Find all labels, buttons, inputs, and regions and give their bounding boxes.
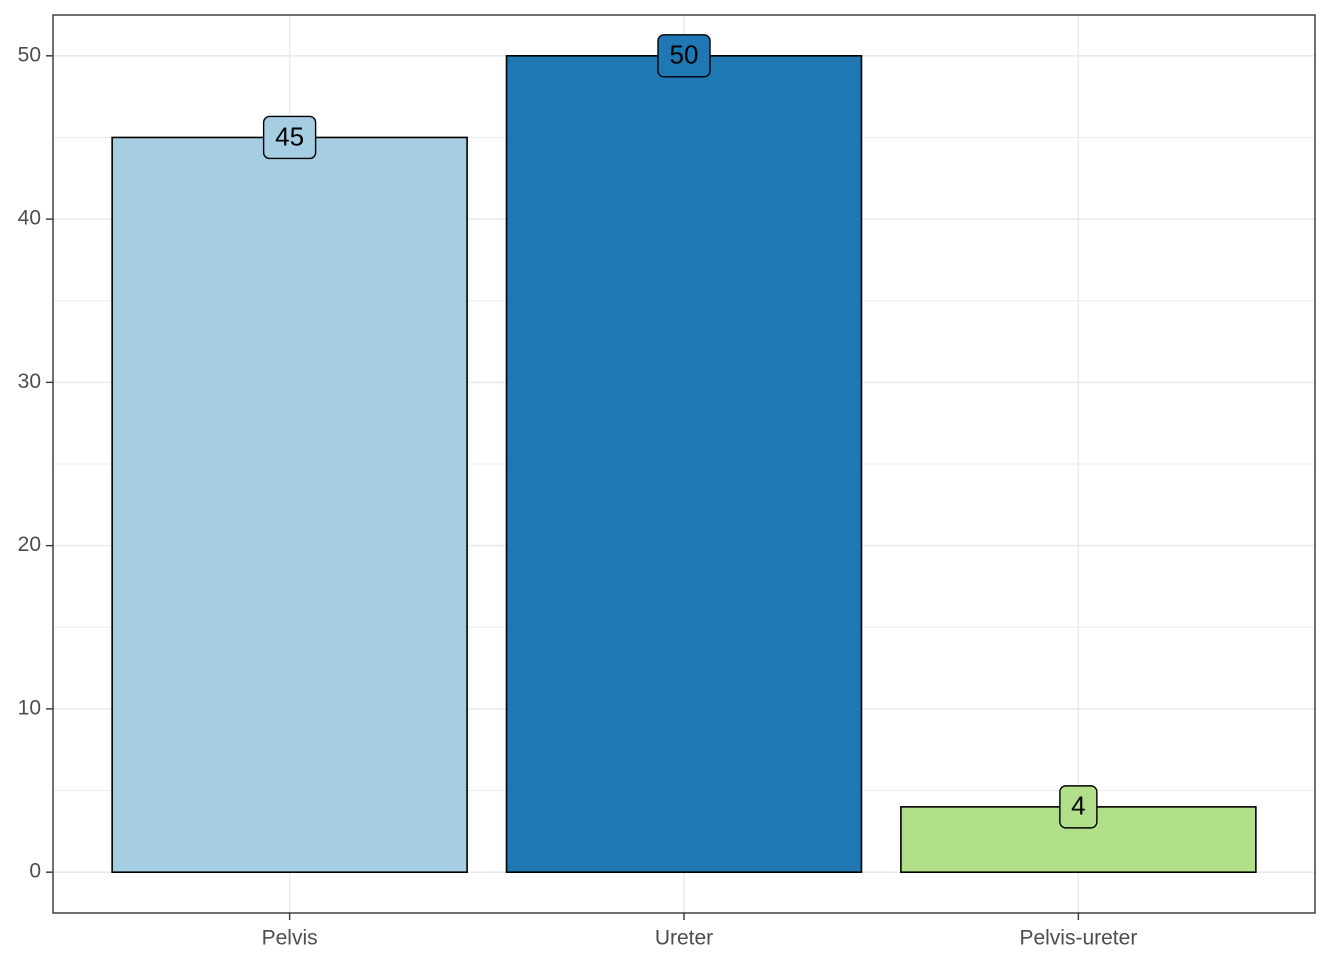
x-tick-label: Ureter (655, 927, 713, 950)
axes: 0 10 20 30 40 50 Pelvis Ureter Pelvis-ureter (18, 43, 1138, 949)
data-labels: 45 50 4 (262, 34, 1098, 829)
bars (111, 55, 1257, 873)
y-tick-label: 40 (18, 207, 41, 230)
data-label: 50 (670, 40, 699, 70)
data-label: 45 (275, 121, 304, 151)
data-label-box (1059, 785, 1098, 829)
y-tick-label: 20 (18, 533, 41, 556)
x-tick-label: Pelvis (262, 927, 318, 950)
y-tick-label: 50 (18, 43, 41, 66)
y-tick-label: 30 (18, 370, 41, 393)
y-tick-label: 0 (29, 860, 41, 883)
data-label-box (657, 34, 711, 78)
y-tick-label: 10 (18, 696, 41, 719)
data-label: 4 (1071, 791, 1085, 821)
bar-ureter (505, 55, 863, 873)
x-tick-label: Pelvis-ureter (1019, 927, 1137, 950)
data-label-box (262, 115, 317, 160)
bar-pelvis (111, 136, 468, 873)
